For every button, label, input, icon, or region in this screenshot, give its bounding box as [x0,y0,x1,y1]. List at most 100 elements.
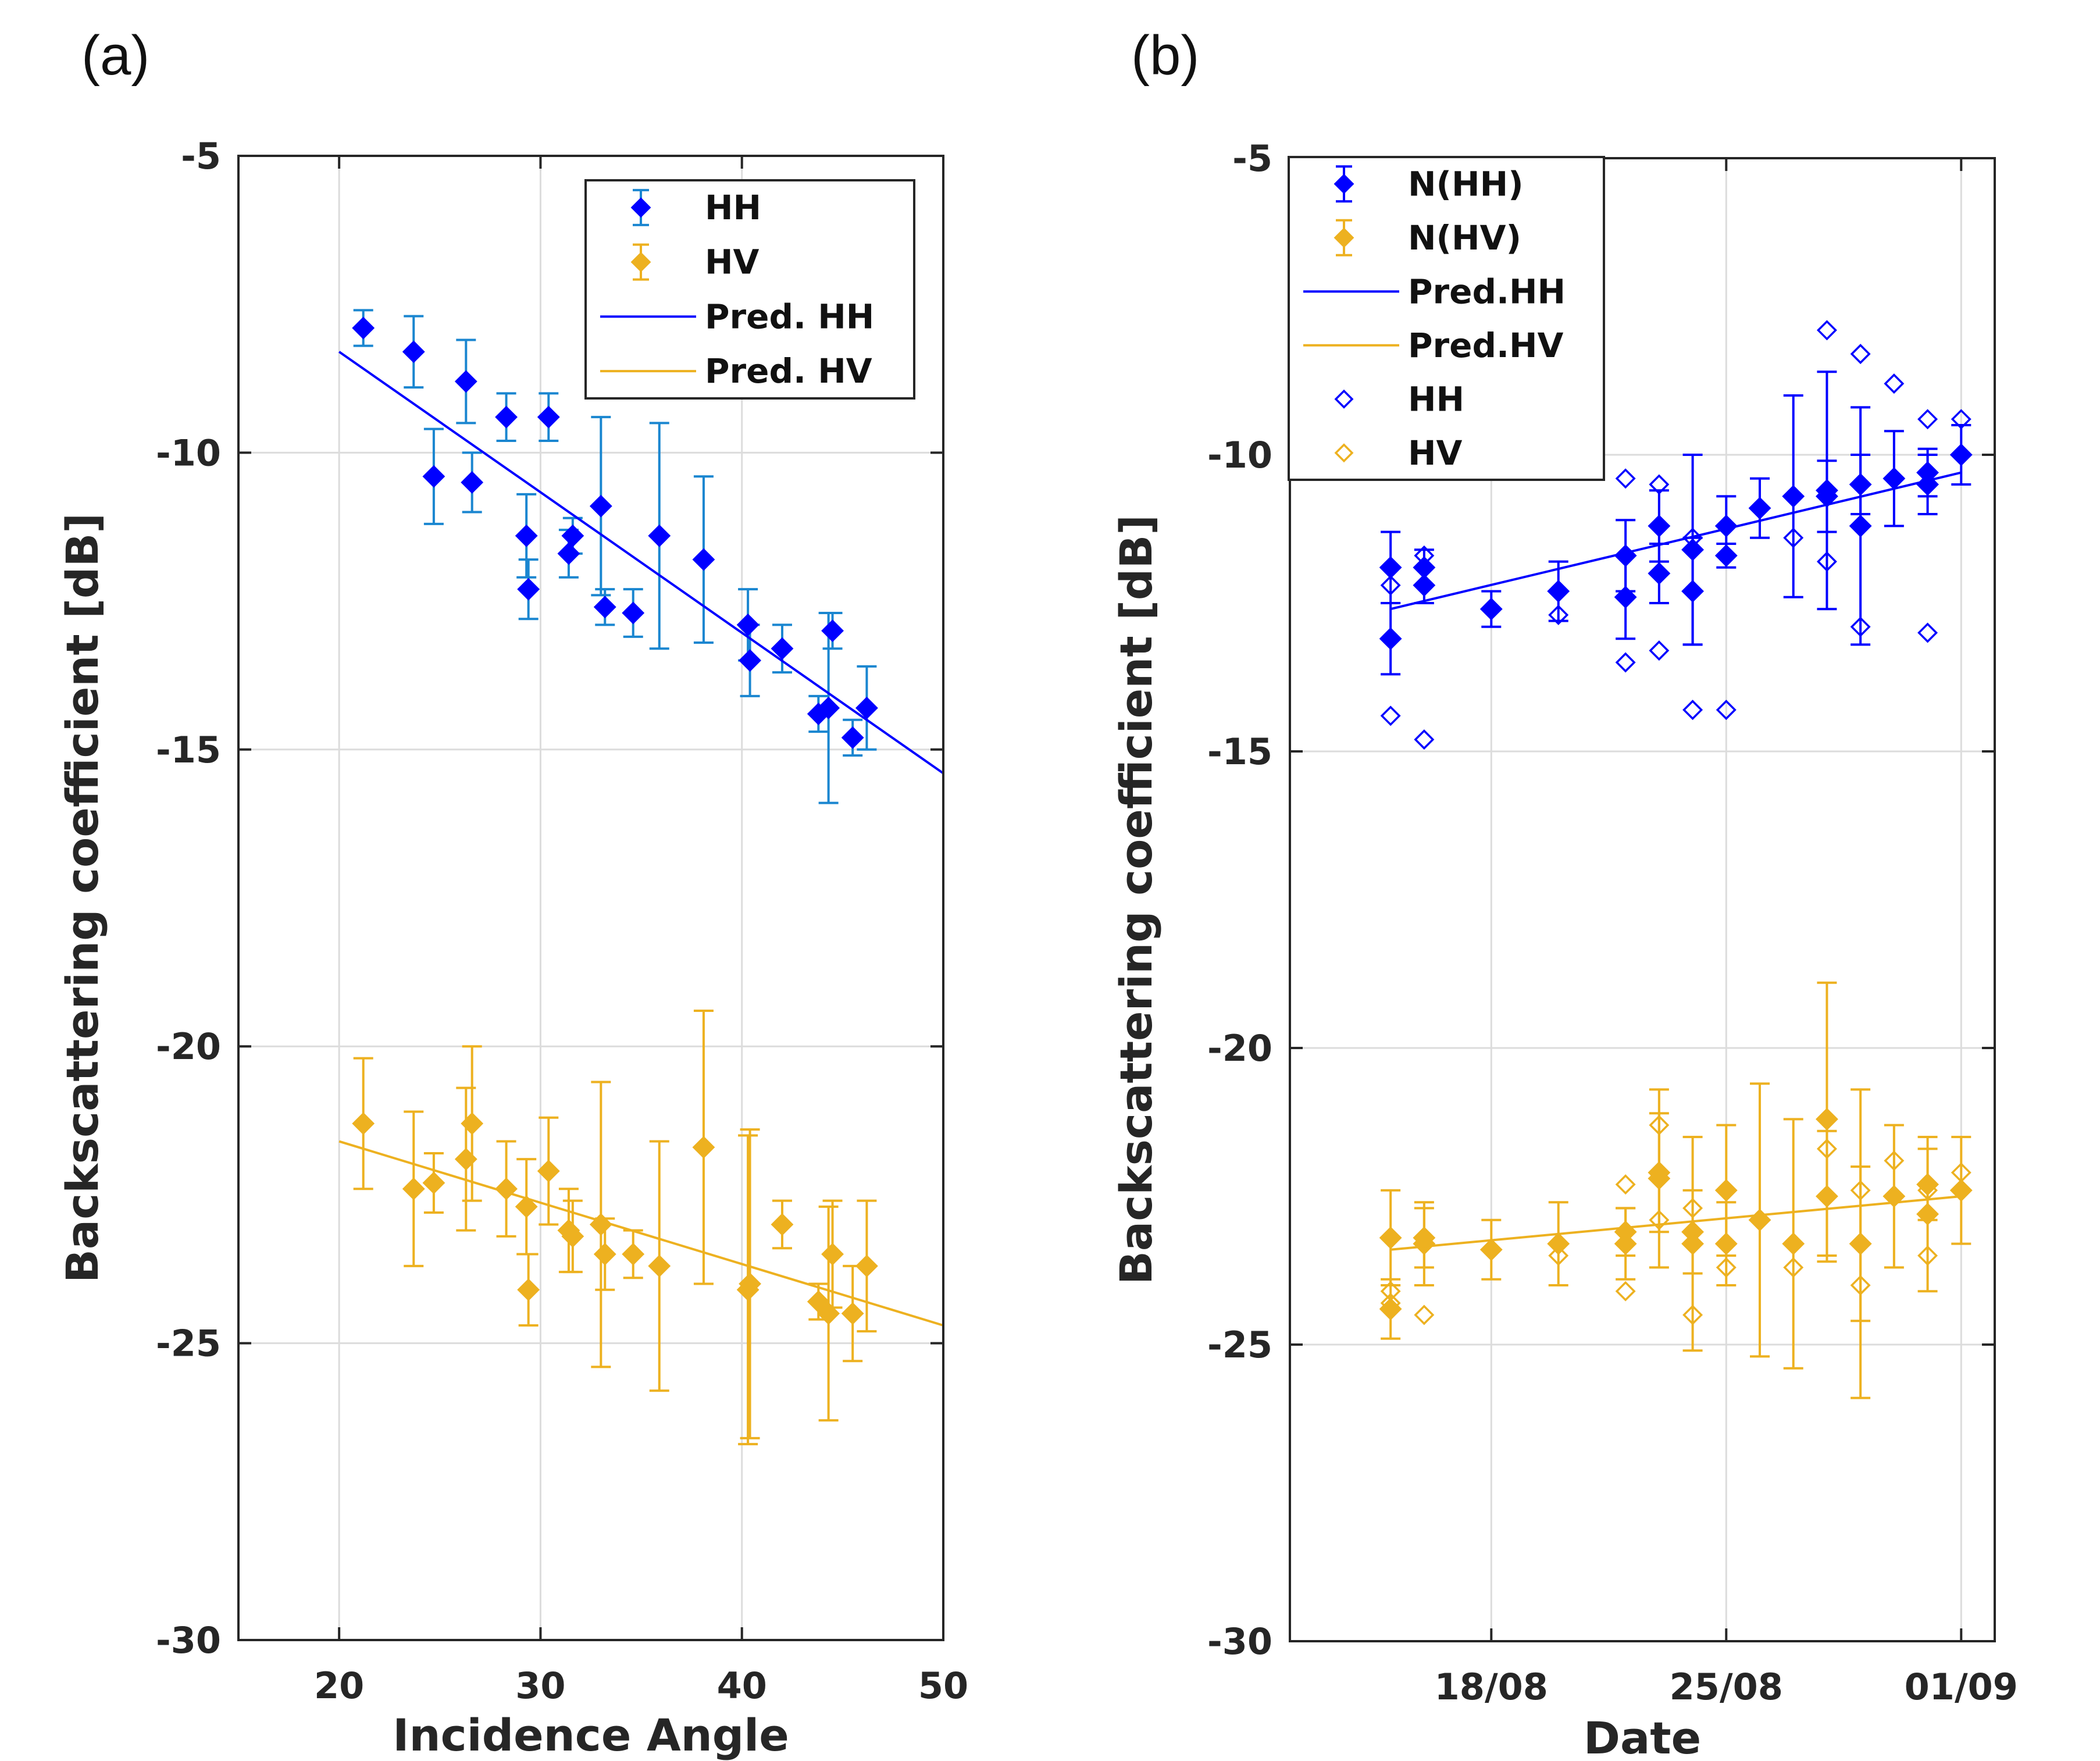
y-tick-label: -20 [1207,1027,1272,1070]
plot-area [238,156,943,1640]
data-point [422,465,445,488]
legend-marker-swatch [630,252,651,273]
data-point [593,596,616,619]
legend-entry-label: Pred.HV [1408,326,1564,365]
data-point-open [1682,1304,1703,1325]
data-point [739,1272,761,1295]
data-point-open [1682,700,1703,721]
prediction-line [1390,1195,1962,1251]
data-point [841,726,864,749]
series-hh [1380,320,1971,750]
x-tick-label: 25/08 [1670,1666,1783,1708]
legend-marker-swatch [1334,443,1354,463]
legend-entry-label: HV [1408,433,1463,473]
data-point [1547,580,1570,603]
data-point-open [1649,1210,1670,1231]
data-point [807,1290,830,1313]
legend-marker-swatch [1334,227,1354,248]
legend-entry-label: HH [705,188,761,227]
data-point-open [1649,640,1670,661]
data-point-open [1380,1293,1401,1314]
data-point [517,578,540,601]
prediction-line [338,351,944,775]
data-point-open [1951,1162,1971,1183]
data-point-open [1850,344,1871,365]
data-point [1949,443,1973,466]
data-point-open [1414,1304,1435,1325]
series-n-hv- [1379,981,1973,1399]
data-point [561,524,584,547]
data-point-open [1682,527,1703,548]
panel-label-a: (a) [81,24,149,87]
legend-entry-label: Pred.HH [1408,272,1566,311]
data-point-open [1850,1180,1871,1201]
series-pred-hv [1390,1195,1962,1251]
panel-label-b: (b) [1131,24,1199,87]
legend-entry-label: Pred. HV [705,351,872,391]
data-point-open [1682,1197,1703,1218]
data-point [537,405,560,429]
x-axis-label: Incidence Angle [393,1709,789,1761]
y-tick-label: -25 [156,1322,221,1365]
data-point [454,1147,477,1171]
data-point-open [1615,652,1636,673]
data-point [557,542,580,565]
data-point [771,637,794,660]
series-pred-hv [338,1140,944,1327]
data-point [771,1213,794,1236]
data-point [692,548,715,571]
data-point-open [1548,604,1569,625]
y-tick-label: -10 [156,432,221,474]
data-point [841,1302,864,1325]
data-point [1816,1185,1838,1208]
data-point-open [1884,373,1905,394]
data-point [517,1278,540,1302]
data-point [1816,484,1838,508]
data-point-open [1716,700,1737,721]
data-point [855,1254,878,1278]
series-pred-hh [338,351,944,775]
data-point [402,1177,425,1200]
chart-panel-a: 20 30 40 50 -30 -25 -20 -15 -10 -5 Incidence Angle… [56,135,968,1761]
x-tick-label: 50 [918,1664,968,1707]
data-point [1413,556,1436,579]
data-point [817,696,840,719]
data-point [821,619,844,643]
data-point [1479,597,1503,621]
series-hv [352,1009,878,1446]
data-point [1849,514,1872,537]
data-point-open [1783,527,1804,548]
data-point [1379,627,1402,650]
data-point-open [1917,1245,1938,1266]
data-point [1816,1107,1838,1131]
data-point [1648,1161,1671,1184]
data-point [648,1254,671,1278]
data-point [817,1302,840,1325]
data-point-open [1414,545,1435,566]
data-point [1479,1238,1503,1261]
data-point [1748,497,1771,520]
legend-entry-label: N(HH) [1408,164,1524,204]
legend-box [1288,156,1605,481]
data-point-open [1380,575,1401,596]
data-point [352,1112,375,1135]
data-point [1413,1226,1436,1249]
data-point [589,494,612,518]
data-point [422,1171,445,1195]
data-point-open [1615,1281,1636,1302]
chart-panel-b: 18/08 25/08 01/09 -30 -25 -20 -15 -10 -5 Date Back… [1110,137,2018,1761]
data-point [1849,1232,1872,1256]
data-point [1916,1203,1939,1226]
legend-entry-label: Pred. HH [705,297,874,336]
data-point-open [1850,1275,1871,1296]
series-hh [352,309,878,804]
data-point-open [1615,1174,1636,1195]
data-point [454,370,477,393]
y-tick-label: -5 [181,135,221,177]
data-point [1782,484,1805,508]
data-point [622,1243,645,1266]
y-tick-label: -10 [1207,434,1272,476]
data-point [739,649,761,672]
data-point-open [1615,468,1636,489]
data-point-open [1850,616,1871,637]
